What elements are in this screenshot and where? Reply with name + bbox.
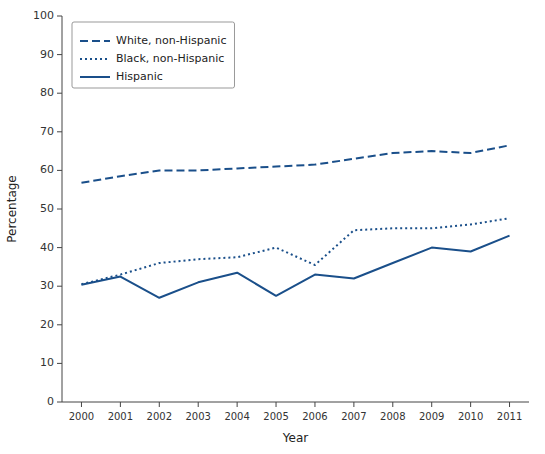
- series-line: [81, 218, 509, 284]
- legend-label: White, non-Hispanic: [116, 34, 226, 47]
- x-tick: [392, 402, 393, 407]
- legend-swatch: [80, 40, 110, 42]
- y-tick: [57, 93, 62, 94]
- y-tick: [57, 54, 62, 55]
- x-tick-label: 2001: [108, 411, 133, 422]
- x-tick: [509, 402, 510, 407]
- y-tick: [57, 131, 62, 132]
- y-tick: [57, 402, 62, 403]
- y-tick-label: 50: [40, 202, 54, 215]
- y-tick: [57, 247, 62, 248]
- x-tick: [159, 402, 160, 407]
- chart: 0 10 20 30 40 50 60 70 80 90 100 2000 2001 2002 2003 20…: [0, 0, 545, 454]
- legend-box: [72, 22, 234, 88]
- x-tick-label: 2010: [458, 411, 483, 422]
- axes: 0 10 20 30 40 50 60 70 80 90 100 2000 2001 2002 2003 20…: [33, 9, 529, 422]
- y-axis-label: Percentage: [5, 175, 19, 243]
- legend-label: Black, non-Hispanic: [116, 52, 224, 65]
- y-tick-label: 100: [33, 9, 54, 22]
- y-tick-label: 70: [40, 125, 54, 138]
- y-tick: [57, 286, 62, 287]
- y-tick-label: 30: [40, 279, 54, 292]
- y-tick: [57, 170, 62, 171]
- x-tick: [353, 402, 354, 407]
- x-tick-label: 2003: [185, 411, 210, 422]
- y-tick-label: 60: [40, 163, 54, 176]
- chart-container: 0 10 20 30 40 50 60 70 80 90 100 2000 2001 2002 2003 20…: [0, 0, 545, 454]
- legend: White, non-Hispanic Black, non-Hispanic Hi…: [72, 22, 234, 88]
- x-tick: [237, 402, 238, 407]
- lines: [81, 145, 509, 297]
- x-tick-label: 2005: [263, 411, 288, 422]
- x-tick-label: 2002: [147, 411, 172, 422]
- y-tick: [57, 209, 62, 210]
- x-tick: [276, 402, 277, 407]
- x-tick: [198, 402, 199, 407]
- x-tick: [431, 402, 432, 407]
- x-tick: [81, 402, 82, 407]
- x-tick-label: 2007: [341, 411, 366, 422]
- y-tick: [57, 16, 62, 17]
- y-tick-label: 10: [40, 356, 54, 369]
- legend-label: Hispanic: [116, 70, 163, 83]
- series-line: [81, 236, 509, 298]
- x-tick-label: 2009: [419, 411, 444, 422]
- y-tick-label: 90: [40, 48, 54, 61]
- x-tick-label: 2006: [302, 411, 327, 422]
- y-tick: [57, 363, 62, 364]
- x-tick: [470, 402, 471, 407]
- legend-swatch: [80, 58, 110, 60]
- x-tick: [120, 402, 121, 407]
- x-tick-label: 2011: [497, 411, 522, 422]
- x-tick: [314, 402, 315, 407]
- series-line: [81, 145, 509, 182]
- y-tick-label: 40: [40, 241, 54, 254]
- x-axis-label: Year: [282, 431, 308, 445]
- y-tick-label: 80: [40, 86, 54, 99]
- x-tick-label: 2000: [69, 411, 94, 422]
- legend-swatch: [80, 76, 110, 78]
- x-tick-label: 2008: [380, 411, 405, 422]
- x-axis-line: [62, 402, 529, 403]
- y-tick-label: 20: [40, 318, 54, 331]
- y-tick-label: 0: [47, 395, 54, 408]
- x-tick-label: 2004: [224, 411, 249, 422]
- y-tick: [57, 324, 62, 325]
